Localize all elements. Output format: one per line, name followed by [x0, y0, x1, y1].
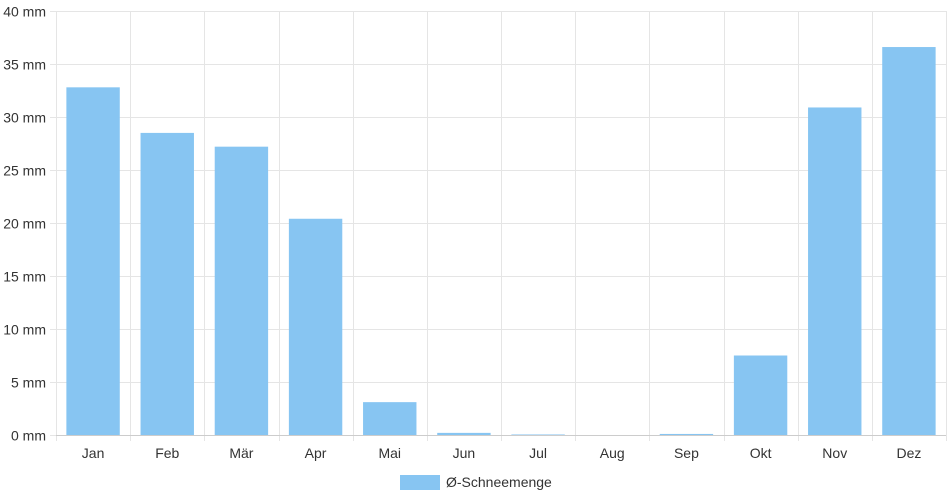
y-tick-label: 0 mm: [11, 428, 46, 444]
x-tick-label: Mai: [378, 445, 401, 461]
legend[interactable]: Ø-Schneemenge: [400, 474, 552, 490]
x-tick-label: Mär: [229, 445, 253, 461]
bar-jan[interactable]: [66, 87, 120, 435]
y-tick-label: 10 mm: [3, 322, 46, 338]
bar-jul[interactable]: [511, 434, 565, 435]
y-tick-label: 35 mm: [3, 57, 46, 73]
bars: [66, 47, 936, 436]
x-tick-label: Jan: [82, 445, 105, 461]
bar-feb[interactable]: [140, 132, 194, 435]
legend-swatch[interactable]: [400, 475, 440, 490]
bar-nov[interactable]: [808, 107, 862, 436]
x-tick-label: Apr: [305, 445, 327, 461]
grid-lines: [50, 11, 947, 441]
bar-jun[interactable]: [437, 432, 491, 435]
x-tick-label: Jun: [453, 445, 476, 461]
y-tick-label: 15 mm: [3, 269, 46, 285]
y-axis-ticks: 0 mm 5 mm 10 mm 15 mm 20 mm 25 mm 30 mm 35 mm 40…: [3, 4, 46, 444]
x-tick-label: Nov: [822, 445, 847, 461]
y-tick-label: 5 mm: [11, 375, 46, 391]
bar-mär[interactable]: [214, 146, 269, 435]
x-tick-label: Sep: [674, 445, 699, 461]
legend-label[interactable]: Ø-Schneemenge: [446, 474, 552, 490]
bar-okt[interactable]: [733, 355, 788, 436]
x-tick-label: Feb: [155, 445, 179, 461]
bar-mai[interactable]: [363, 402, 417, 435]
x-tick-label: Dez: [896, 445, 921, 461]
bar-dez[interactable]: [882, 47, 936, 435]
x-tick-label: Aug: [600, 445, 625, 461]
x-tick-label: Jul: [529, 445, 547, 461]
x-axis-ticks: Jan Feb Mär Apr Mai Jun Jul Aug Sep Okt Nov Dez: [82, 445, 922, 461]
bar-sep[interactable]: [659, 433, 714, 435]
y-tick-label: 30 mm: [3, 110, 46, 126]
y-tick-label: 25 mm: [3, 163, 46, 179]
bar-apr[interactable]: [288, 218, 343, 435]
y-tick-label: 40 mm: [3, 4, 46, 20]
y-tick-label: 20 mm: [3, 216, 46, 232]
x-tick-label: Okt: [750, 445, 772, 461]
